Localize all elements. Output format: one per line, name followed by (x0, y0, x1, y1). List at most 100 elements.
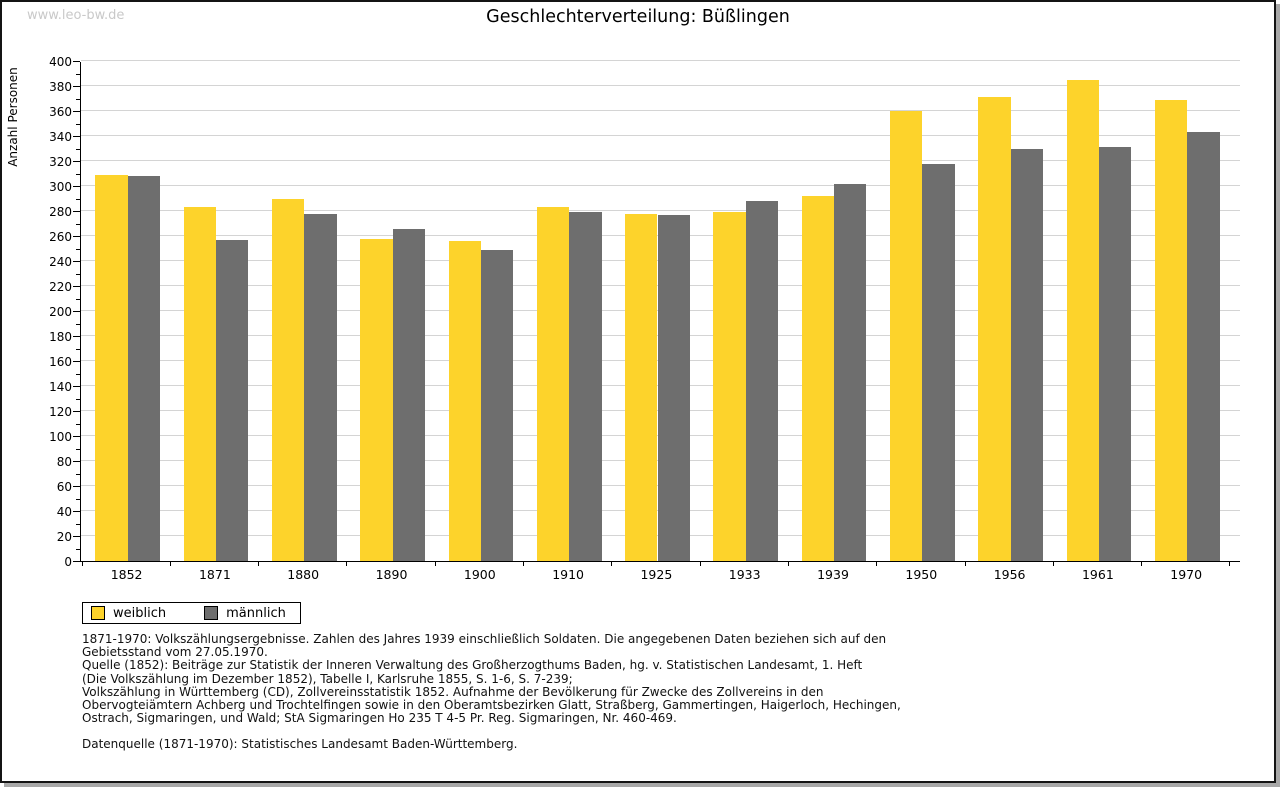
y-major-tick-220 (73, 286, 80, 287)
footnote-line: Obervogteiämtern Achberg und Trochtelfin… (82, 698, 901, 713)
y-minor-tick-350 (76, 123, 80, 125)
footnote-line: Quelle (1852): Beiträge zur Statistik de… (82, 658, 863, 673)
bar-männlich-1871 (216, 239, 249, 561)
bar-männlich-1970 (1187, 132, 1220, 561)
y-major-tick-360 (73, 111, 80, 112)
bar-weiblich-1910 (536, 207, 570, 561)
y-tick-label-120: 120 (49, 405, 72, 419)
footnotes: 1871-1970: Volkszählungsergebnisse. Zahl… (82, 632, 901, 752)
x-tick-label-1970: 1970 (1170, 567, 1203, 582)
x-boundary-tick-10 (964, 561, 966, 566)
x-tick-label-1890: 1890 (375, 567, 408, 582)
y-minor-tick-170 (76, 348, 80, 350)
y-major-tick-20 (73, 536, 80, 537)
legend-label-maennlich: männlich (226, 605, 286, 621)
bar-weiblich-1900 (448, 241, 481, 561)
y-major-tick-400 (73, 61, 80, 62)
y-major-tick-100 (73, 436, 80, 437)
y-tick-label-280: 280 (49, 205, 72, 219)
x-boundary-tick-0 (81, 561, 83, 566)
y-major-tick-0 (73, 561, 80, 562)
y-tick-label-0: 0 (64, 555, 72, 569)
y-tick-label-80: 80 (56, 455, 72, 469)
y-minor-tick-330 (76, 148, 80, 150)
y-major-tick-160 (73, 361, 80, 362)
y-tick-label-320: 320 (49, 155, 72, 169)
x-boundary-tick-7 (699, 561, 701, 566)
bar-männlich-1910 (569, 212, 602, 561)
y-minor-tick-210 (76, 298, 80, 300)
watermark-leo-bw: www.leo-bw.de (27, 8, 125, 23)
x-boundary-tick-13 (1229, 561, 1231, 566)
legend: weiblich männlich (82, 602, 301, 624)
y-tick-label-380: 380 (49, 80, 72, 94)
y-minor-tick-310 (76, 173, 80, 175)
gridline-320 (81, 160, 1240, 161)
y-minor-tick-290 (76, 198, 80, 200)
y-major-tick-320 (73, 161, 80, 162)
bar-weiblich-1956 (978, 97, 1011, 561)
footnote-line: Gebietsstand vom 27.05.1970. (82, 645, 268, 660)
bar-männlich-1900 (480, 249, 514, 561)
y-major-tick-140 (73, 386, 80, 387)
bar-weiblich-1970 (1154, 99, 1188, 561)
y-major-tick-60 (73, 486, 80, 487)
y-tick-label-300: 300 (49, 180, 72, 194)
bar-weiblich-1852 (95, 174, 128, 561)
legend-label-weiblich: weiblich (113, 605, 167, 621)
footnote-line: Ostrach, Sigmaringen, und Wald; StA Sigm… (82, 711, 677, 726)
y-axis-labels: 0 20 40 60 80 100 120 140 160 180 200 220 240 260 280 3… (2, 55, 72, 569)
y-major-tick-260 (73, 236, 80, 237)
gridline-380 (81, 85, 1240, 86)
y-minor-tick-250 (76, 248, 80, 250)
y-tick-label-100: 100 (49, 430, 72, 444)
y-tick-label-160: 160 (49, 355, 72, 369)
y-major-tick-120 (73, 411, 80, 412)
bar-weiblich-1950 (890, 111, 923, 561)
gridline-360 (81, 110, 1240, 111)
bar-männlich-1880 (304, 213, 337, 561)
y-minor-tick-90 (76, 448, 80, 450)
gridline-340 (81, 135, 1240, 136)
y-major-tick-280 (73, 211, 80, 212)
x-boundary-tick-2 (258, 561, 260, 566)
y-tick-label-220: 220 (49, 280, 72, 294)
x-tick-label-1871: 1871 (198, 567, 231, 582)
x-tick-label-1939: 1939 (817, 567, 849, 582)
x-tick-label-1852: 1852 (110, 567, 143, 582)
y-major-tick-200 (73, 311, 80, 312)
y-tick-label-200: 200 (49, 305, 72, 319)
x-boundary-tick-5 (523, 561, 524, 566)
plot-area (80, 60, 1240, 566)
x-tick-label-1925: 1925 (640, 567, 673, 582)
x-boundary-tick-4 (434, 561, 436, 566)
bar-weiblich-1880 (271, 198, 305, 561)
bar-männlich-1933 (745, 201, 779, 561)
y-minor-tick-190 (76, 323, 80, 325)
bar-männlich-1961 (1099, 147, 1132, 561)
y-tick-label-60: 60 (56, 480, 72, 494)
y-tick-label-260: 260 (49, 230, 72, 244)
gridline-280 (81, 210, 1240, 211)
x-boundary-tick-9 (876, 561, 878, 566)
y-tick-label-240: 240 (49, 255, 72, 269)
y-minor-tick-230 (76, 273, 80, 275)
x-tick-label-1933: 1933 (728, 567, 761, 582)
x-tick-label-1950: 1950 (905, 567, 938, 582)
gridline-400 (81, 60, 1240, 61)
bar-männlich-1939 (834, 183, 867, 561)
gridline-300 (81, 185, 1240, 186)
y-minor-tick-110 (76, 423, 80, 425)
bar-männlich-1890 (392, 228, 425, 561)
bar-männlich-1852 (127, 176, 161, 561)
y-minor-tick-370 (76, 98, 80, 100)
y-minor-tick-150 (76, 373, 80, 375)
y-minor-tick-10 (76, 548, 80, 550)
x-tick-label-1956: 1956 (993, 567, 1026, 582)
y-major-tick-240 (73, 261, 80, 262)
footnote-line: (Die Volkszählung im Dezember 1852), Tab… (82, 671, 573, 686)
x-boundary-tick-1 (169, 561, 171, 566)
y-tick-label-140: 140 (49, 380, 72, 394)
y-minor-tick-30 (76, 523, 80, 525)
